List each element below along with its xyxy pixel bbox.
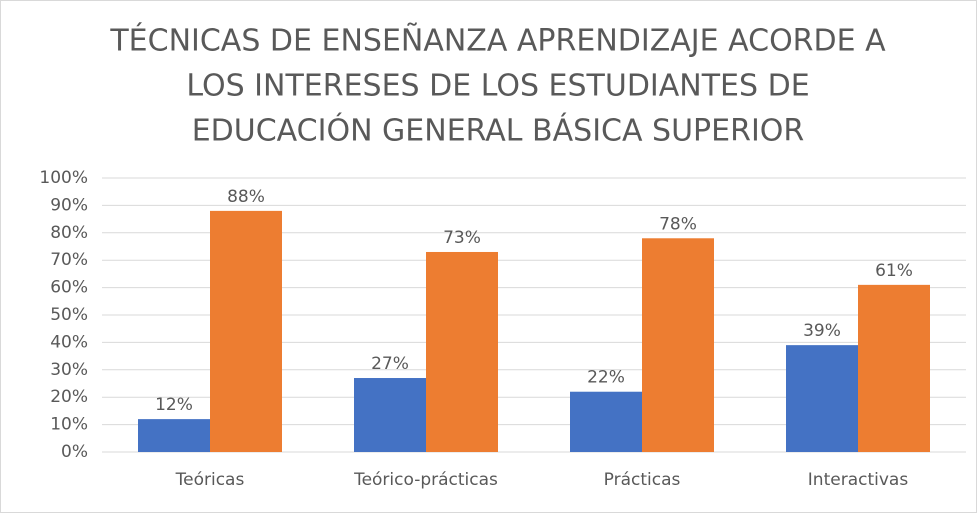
data-label: 73%: [443, 228, 481, 248]
chart-title: EDUCACIÓN GENERAL BÁSICA SUPERIOR: [192, 112, 805, 149]
data-label: 39%: [803, 321, 841, 341]
y-tick-label: 60%: [50, 278, 88, 298]
y-tick-label: 40%: [50, 332, 88, 352]
x-tick-label: Interactivas: [808, 470, 909, 490]
chart-title: LOS INTERESES DE LOS ESTUDIANTES DE: [186, 69, 809, 104]
x-tick-label: Teórico-prácticas: [353, 470, 498, 490]
x-tick-label: Prácticas: [604, 470, 681, 490]
data-label: 12%: [155, 395, 193, 415]
y-tick-label: 80%: [50, 223, 88, 243]
bar: [642, 238, 714, 452]
data-label: 78%: [659, 214, 697, 234]
x-tick-label: Teóricas: [175, 470, 245, 490]
data-label: 88%: [227, 187, 265, 207]
data-label: 22%: [587, 368, 625, 388]
y-tick-label: 70%: [50, 250, 88, 270]
bar: [138, 419, 210, 452]
y-tick-label: 0%: [61, 442, 88, 462]
y-tick-label: 90%: [50, 195, 88, 215]
y-tick-label: 100%: [39, 168, 88, 188]
data-label: 61%: [875, 261, 913, 281]
data-label: 27%: [371, 354, 409, 374]
bar: [570, 391, 642, 452]
bar: [786, 345, 858, 452]
chart-title: TÉCNICAS DE ENSEÑANZA APRENDIZAJE ACORDE…: [109, 23, 886, 59]
y-tick-label: 30%: [50, 360, 88, 380]
bar: [210, 210, 282, 452]
y-tick-label: 20%: [50, 387, 88, 407]
bar: [354, 378, 426, 452]
bar: [426, 251, 498, 452]
bar: [858, 284, 930, 452]
y-tick-label: 50%: [50, 305, 88, 325]
y-tick-label: 10%: [50, 415, 88, 435]
